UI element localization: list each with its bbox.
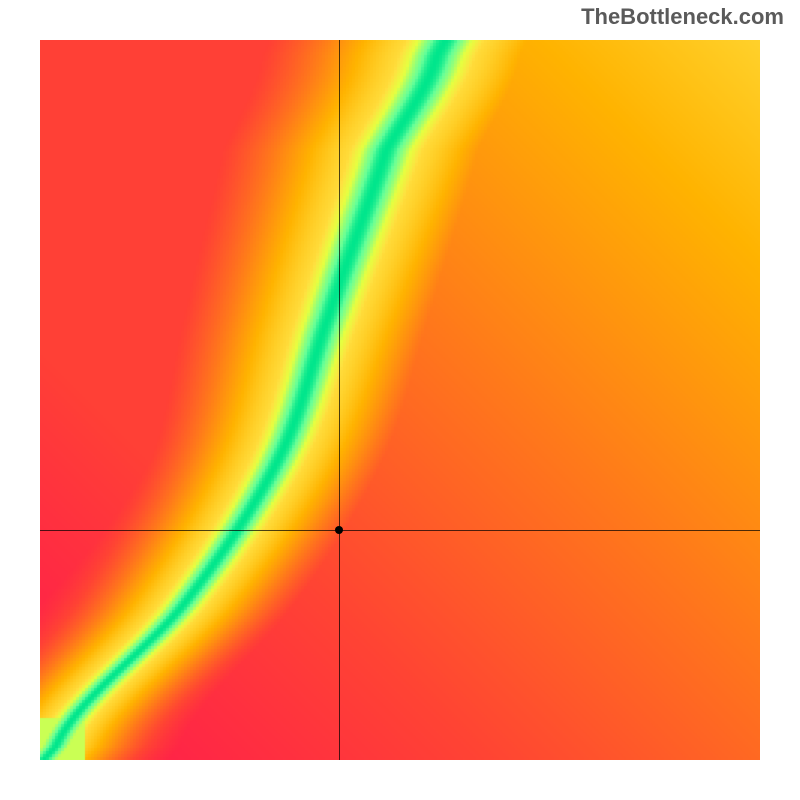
watermark-text: TheBottleneck.com bbox=[581, 4, 784, 30]
plot-frame bbox=[40, 40, 760, 760]
crosshair-horizontal bbox=[40, 530, 760, 531]
marker-dot bbox=[335, 526, 343, 534]
crosshair-vertical bbox=[339, 40, 340, 760]
heatmap-canvas bbox=[40, 40, 760, 760]
chart-container: TheBottleneck.com bbox=[0, 0, 800, 800]
